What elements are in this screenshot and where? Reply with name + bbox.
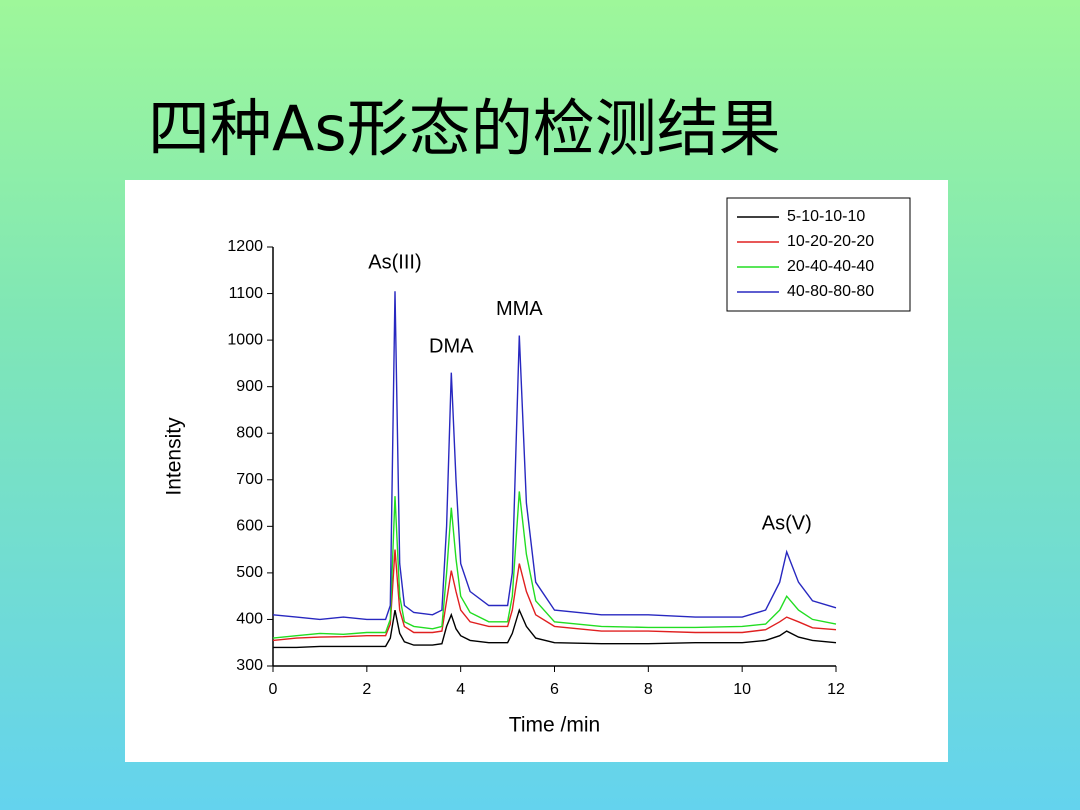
y-tick-label: 500 [236,564,263,581]
peak-label: MMA [496,298,543,320]
x-tick-label: 2 [362,681,371,698]
y-tick-label: 700 [236,471,263,488]
x-tick-label: 0 [269,681,278,698]
y-axis-label: Intensity [163,417,186,496]
x-tick-label: 6 [550,681,559,698]
legend-label: 5-10-10-10 [787,208,865,225]
chart: 300 400 500 600 700 800 900 1000 1100 1200 0 2 4 6 8 10… [125,180,948,762]
slide-title: 四种As形态的检测结果 [148,92,781,165]
data-line [273,608,837,649]
y-tick-label: 1200 [227,238,263,255]
data-line [272,549,837,642]
x-axis-label: Time /min [509,714,600,737]
y-tick-label: 300 [236,657,263,674]
y-tick-label: 900 [236,378,263,395]
data-line [272,291,837,621]
legend-label: 10-20-20-20 [787,233,874,250]
peak-label: As(V) [762,512,812,534]
x-tick-label: 4 [456,681,465,698]
x-tick-label: 8 [644,681,653,698]
legend-label: 40-80-80-80 [787,283,874,300]
peak-label: DMA [429,335,474,357]
x-tick-label: 12 [827,681,845,698]
y-tick-label: 1000 [227,331,263,348]
y-tick-label: 1100 [229,285,264,302]
y-tick-label: 400 [236,611,263,628]
legend-label: 20-40-40-40 [787,258,874,275]
data-line [272,491,837,639]
x-tick-label: 10 [733,681,751,698]
y-tick-label: 800 [236,424,263,441]
y-tick-label: 600 [236,518,263,535]
peak-label: As(III) [368,252,421,274]
